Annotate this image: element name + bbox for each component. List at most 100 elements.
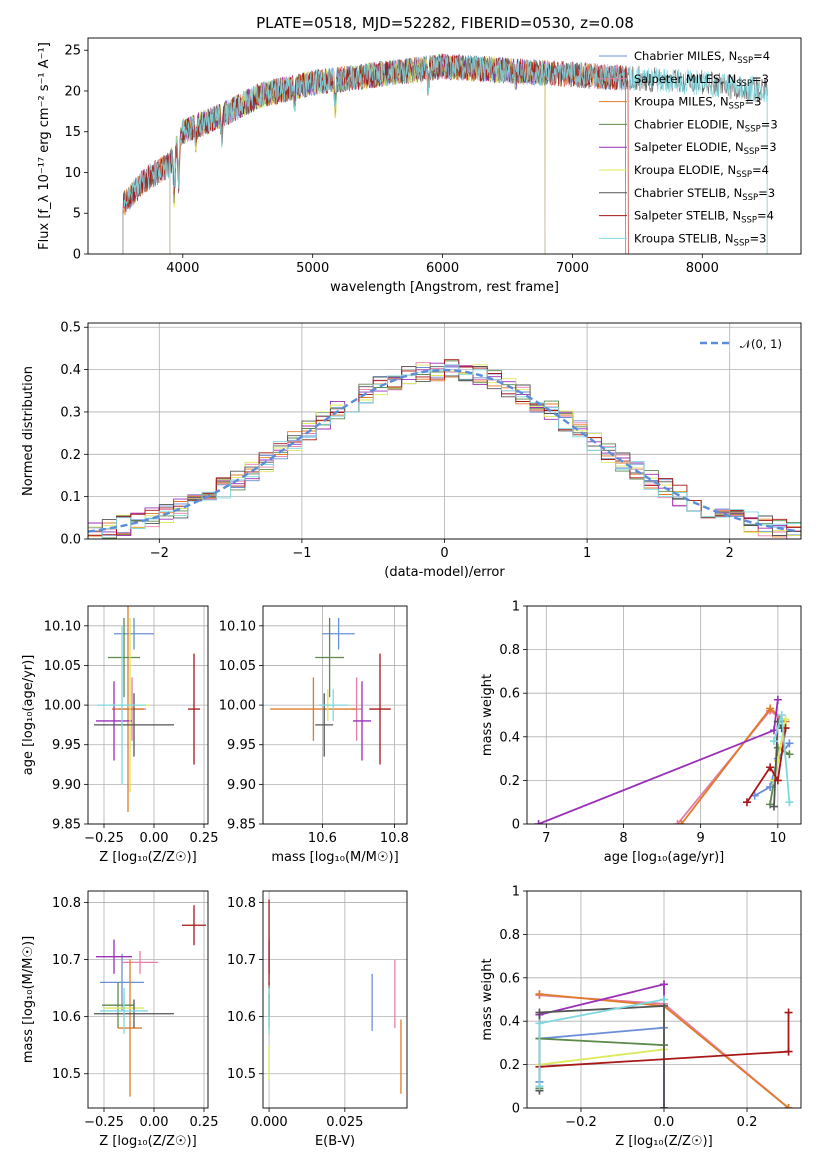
x-tick-label: 0.00 [140, 831, 169, 846]
weight-marker-salpeter-miles [673, 820, 682, 824]
y-tick-label: 10.6 [227, 1010, 256, 1025]
y-tick-label: 0.2 [499, 774, 520, 789]
x-axis-label: wavelength [Angstrom, rest frame] [330, 280, 559, 295]
legend-label-salpeter-miles: Salpeter MILES, NSSP=3 [634, 72, 769, 89]
y-tick-label: 0.8 [499, 928, 520, 943]
weight-line-salpeter-elodie [538, 699, 779, 824]
axes-frame [87, 890, 209, 1109]
y-tick-label: 15 [64, 125, 81, 140]
weight-marker-kroupa-stelib [535, 1019, 544, 1028]
weight-marker-kroupa-miles [766, 704, 775, 713]
y-tick-label: 0.1 [60, 490, 81, 505]
legend-label-kroupa-elodie: Kroupa ELODIE, NSSP=4 [634, 163, 769, 180]
weight-marker-kroupa-miles [535, 990, 544, 999]
x-tick-label: 0.2 [737, 1115, 758, 1130]
y-tick-label: 10.8 [52, 896, 81, 911]
histogram-kroupa-stelib [88, 364, 801, 539]
weight-marker-kroupa-miles [677, 820, 686, 824]
axes-frame [87, 37, 802, 255]
y-tick-label: 0.4 [499, 1015, 520, 1030]
y-axis-label: age [log₁₀(age/yr)] [21, 655, 36, 776]
y-tick-label: 9.95 [227, 738, 256, 753]
y-tick-label: 0.4 [60, 363, 81, 378]
plot-area [534, 695, 794, 824]
panel-residuals: −2 −1 0 1 2 0.0 0.1 0.2 0.3 0.4 0.5 (data-model)/er… [21, 321, 802, 580]
x-axis-label: (data-model)/error [384, 565, 505, 580]
plot-area [88, 359, 801, 539]
weight-marker-chabrier-stelib [660, 1104, 668, 1108]
weight-line-salpeter-stelib [746, 727, 787, 803]
weight-marker-salpeter-stelib [766, 763, 775, 772]
x-tick-label: 8 [619, 831, 627, 846]
x-tick-label: −0.25 [84, 1115, 124, 1130]
weight-marker-salpeter-stelib [773, 776, 782, 785]
axes-frame [262, 890, 408, 1109]
normal-reference-curve [88, 368, 799, 533]
x-tick-label: 0.000 [250, 1115, 287, 1130]
x-axis-label: Z [log₁₀(Z/Z☉)] [99, 1134, 196, 1149]
weight-line-salpeter-miles [676, 709, 783, 824]
y-tick-label: 9.85 [227, 818, 256, 833]
axes-frame [526, 605, 802, 825]
x-tick-label: 7 [542, 831, 550, 846]
y-tick-label: 25 [64, 44, 81, 59]
axes-frame [262, 605, 408, 825]
x-axis-label: Z [log₁₀(Z/Z☉)] [99, 850, 196, 865]
x-tick-label: −0.25 [84, 831, 124, 846]
y-tick-label: 0 [512, 1102, 520, 1117]
x-tick-label: −0.2 [565, 1115, 597, 1130]
y-tick-label: 9.90 [52, 778, 81, 793]
y-tick-label: 10.8 [227, 896, 256, 911]
y-tick-label: 9.90 [227, 778, 256, 793]
weight-marker-salpeter-stelib [784, 1008, 793, 1017]
spectrum-line-salpeter-stelib [122, 53, 629, 254]
y-tick-label: 10.6 [52, 1010, 81, 1025]
y-tick-label: 5 [73, 207, 81, 222]
x-tick-label: 0.00 [140, 1115, 169, 1130]
x-tick-label: −2 [150, 546, 169, 561]
x-tick-label: 10.6 [308, 831, 337, 846]
weight-marker-salpeter-elodie [534, 820, 543, 824]
x-tick-label: 0 [440, 546, 448, 561]
weight-marker-salpeter-stelib [742, 798, 751, 807]
y-tick-label: 0 [512, 818, 520, 833]
y-tick-label: 0.6 [499, 971, 520, 986]
y-tick-label: 0.2 [499, 1058, 520, 1073]
plot-area [94, 606, 200, 813]
y-tick-label: 0.6 [499, 687, 520, 702]
y-tick-label: 9.85 [52, 818, 81, 833]
weight-marker-kroupa-stelib [660, 995, 668, 1004]
weight-marker-chabrier-miles [785, 739, 794, 748]
y-tick-label: 9.95 [52, 738, 81, 753]
x-axis-label: mass [log₁₀(M/M☉)] [271, 850, 398, 865]
legend-label-chabrier-elodie: Chabrier ELODIE, NSSP=3 [634, 117, 778, 134]
weight-marker-chabrier-stelib [769, 802, 778, 811]
panel-weight-vs-Z: −0.2 0.0 0.2 0 0.2 0.4 0.6 0.8 1 Z [log₁₀(Z/Z☉)] m… [480, 885, 802, 1149]
plot-area [270, 617, 391, 765]
legend-label-chabrier-stelib: Chabrier STELIB, NSSP=3 [634, 186, 775, 203]
legend-label-kroupa-stelib: Kroupa STELIB, NSSP=3 [634, 231, 766, 248]
x-axis-label: age [log₁₀(age/yr)] [604, 850, 725, 865]
axes-frame [526, 890, 802, 1109]
y-tick-label: 10.7 [52, 953, 81, 968]
y-tick-label: 0.4 [499, 730, 520, 745]
plot-area [122, 53, 768, 254]
weight-marker-salpeter-stelib [784, 1047, 793, 1056]
y-tick-label: 10.10 [44, 619, 81, 634]
y-tick-label: 0.8 [499, 643, 520, 658]
y-tick-label: 10.00 [219, 699, 256, 714]
y-tick-label: 1 [512, 600, 520, 615]
weight-marker-kroupa-stelib [777, 711, 786, 719]
x-tick-label: 0.025 [326, 1115, 363, 1130]
x-tick-label: 10 [770, 831, 787, 846]
y-axis-label: Normed distribution [21, 366, 36, 496]
spectrum-legend: Chabrier MILES, NSSP=4 Salpeter MILES, NS… [599, 49, 778, 248]
x-axis-label: Z [log₁₀(Z/Z☉)] [615, 1134, 712, 1149]
y-tick-label: 10 [64, 166, 81, 181]
y-tick-label: 0.3 [60, 405, 81, 420]
panel-weight-vs-age: 7 8 9 10 0 0.2 0.4 0.6 0.8 1 age [log₁₀(age/yr)] ma… [480, 600, 802, 865]
x-tick-label: 4000 [166, 261, 199, 276]
panel-mass-vs-ebv: 0.000 0.025 10.5 10.6 10.7 10.8 E(B-V) [227, 890, 408, 1149]
y-tick-label: 10.5 [227, 1067, 256, 1082]
plot-area [94, 905, 206, 1097]
